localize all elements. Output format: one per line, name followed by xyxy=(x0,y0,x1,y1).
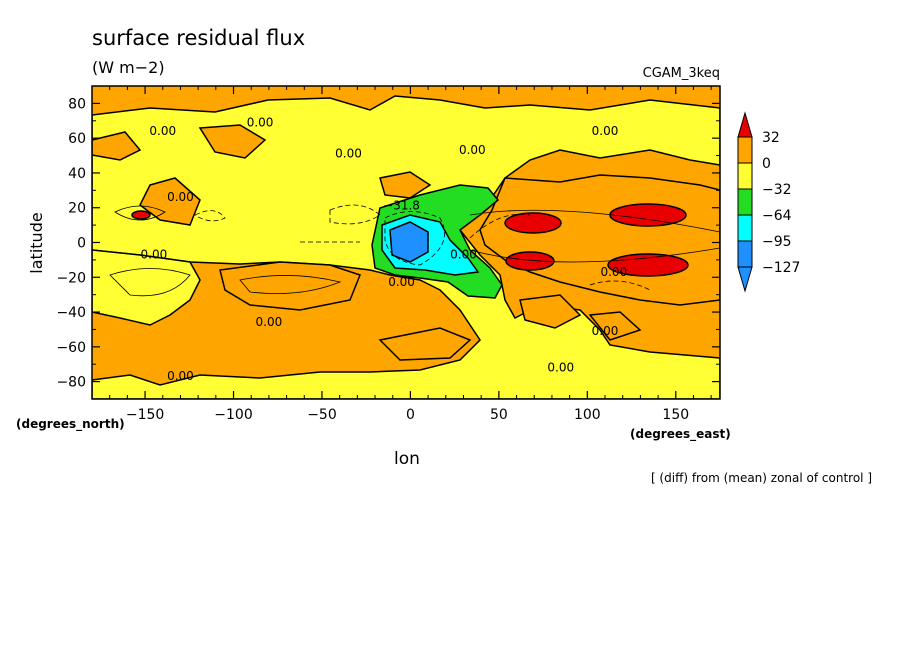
dashed-contours xyxy=(194,204,651,291)
contour-label: 0.00 xyxy=(247,115,274,129)
y-axis: 80 60 40 20 0 −20 −40 −60 −80 xyxy=(56,96,720,391)
field-region xyxy=(379,171,432,199)
contour-line xyxy=(469,213,531,239)
field-region xyxy=(139,177,201,226)
chart-title: surface residual flux xyxy=(92,26,305,50)
x-tick-label: −150 xyxy=(126,407,164,423)
colorbar-segment xyxy=(737,162,753,190)
field-region xyxy=(588,311,642,341)
contour-label: 0.00 xyxy=(547,360,574,374)
colorbar: 32 0 −32 −64 −95 −127 xyxy=(737,111,800,293)
colorbar-arrow-bottom xyxy=(737,266,753,293)
thin-contours xyxy=(109,205,720,297)
contour-label: −31.8 xyxy=(383,199,420,213)
y-tick-label: 0 xyxy=(77,236,86,252)
plot-area xyxy=(92,86,720,399)
field-region xyxy=(131,210,151,220)
colorbar-label: −32 xyxy=(762,182,792,198)
x-tick-label: −50 xyxy=(307,407,337,423)
colorbar-segment xyxy=(737,240,753,268)
contour-line xyxy=(194,210,226,222)
colorbar-segment xyxy=(737,188,753,216)
field-region xyxy=(198,124,267,159)
footnote: [ (diff) from (mean) zonal of control ] xyxy=(651,471,872,485)
x-tick-label: 100 xyxy=(574,407,601,423)
field-region xyxy=(519,294,582,329)
contour-label: 0.00 xyxy=(600,265,627,279)
field-region xyxy=(505,251,555,271)
x-tick-label: −100 xyxy=(214,407,252,423)
field-region xyxy=(92,249,201,326)
red-regions xyxy=(131,203,689,277)
field-region xyxy=(609,203,687,227)
y-tick-label: −60 xyxy=(56,340,86,356)
contour-line xyxy=(589,280,651,291)
blue-regions xyxy=(389,221,429,263)
y-units-label: (degrees_north) xyxy=(16,417,125,432)
y-axis-title: latitude xyxy=(27,212,46,273)
y-tick-label: −40 xyxy=(56,305,86,321)
contour-line xyxy=(329,204,381,225)
field-region xyxy=(504,212,562,234)
colorbar-label: 0 xyxy=(762,156,771,172)
contour-label: 0.00 xyxy=(592,124,619,138)
x-tick-label: 150 xyxy=(662,407,689,423)
contour-label: 0.00 xyxy=(388,275,415,289)
contour-line xyxy=(469,247,720,263)
contour-label: 0.00 xyxy=(256,315,283,329)
field-region xyxy=(378,327,472,361)
contour-line xyxy=(114,205,166,221)
colorbar-label: −127 xyxy=(762,260,800,276)
field-region xyxy=(219,261,361,311)
colorbar-label: 32 xyxy=(762,130,780,146)
contour-label: 0.00 xyxy=(459,143,486,157)
y-tick-label: 20 xyxy=(68,201,86,217)
contour-label: 0.00 xyxy=(149,124,176,138)
x-tick-label: 50 xyxy=(490,407,508,423)
contour-line xyxy=(239,275,342,295)
colorbar-segment xyxy=(737,136,753,164)
contour-line xyxy=(469,209,720,233)
field-region xyxy=(92,131,142,161)
contour-line xyxy=(109,268,191,297)
y-tick-label: 80 xyxy=(68,96,86,112)
x-axis: −150 −100 −50 0 50 100 150 xyxy=(109,86,712,423)
colorbar-label: −95 xyxy=(762,234,792,250)
x-tick-label: 0 xyxy=(406,407,415,423)
y-tick-label: −20 xyxy=(56,270,86,286)
y-tick-label: −80 xyxy=(56,375,86,391)
colorbar-arrow-top xyxy=(737,111,753,138)
contour-label: 0.00 xyxy=(450,247,477,261)
contour-label: 0.00 xyxy=(141,247,168,261)
contour-label: 0.00 xyxy=(592,324,619,338)
colorbar-segment xyxy=(737,214,753,242)
contour-label: 0.00 xyxy=(167,369,194,383)
x-axis-title: lon xyxy=(394,449,420,469)
contour-label: 0.00 xyxy=(167,190,194,204)
y-tick-label: 60 xyxy=(68,131,86,147)
x-units-label: (degrees_east) xyxy=(630,427,731,442)
field-region xyxy=(389,221,429,263)
chart-subtitle: (W m−2) xyxy=(92,58,165,77)
contour-labels: 0.00 0.00 0.00 0.00 0.00 0.00 0.00 −31.8 0.00 0.0… xyxy=(141,115,628,383)
run-label: CGAM_3keq xyxy=(643,66,720,81)
y-tick-label: 40 xyxy=(68,166,86,182)
contour-label: 0.00 xyxy=(335,147,362,161)
colorbar-label: −64 xyxy=(762,208,792,224)
